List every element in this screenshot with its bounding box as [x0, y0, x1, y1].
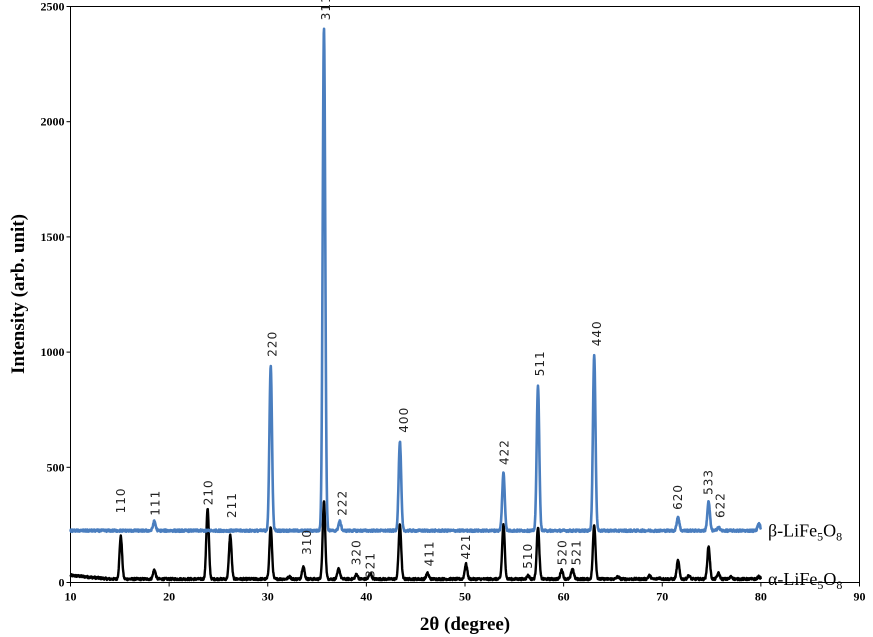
series-layer [69, 27, 763, 582]
series-label-part: α-LiFe [768, 569, 817, 589]
series-label-part: β-LiFe [768, 521, 817, 541]
x-axis-title: 2θ (degree) [420, 614, 510, 635]
series-line-1 [69, 500, 762, 582]
peak-label: 520 [556, 539, 570, 565]
plot-frame [70, 6, 860, 583]
series-label-part: O [823, 569, 836, 589]
peak-label: 400 [397, 407, 411, 433]
x-tick-label: 50 [459, 590, 471, 604]
peak-label: 320 [350, 539, 364, 565]
x-tick-label: 40 [360, 590, 372, 604]
x-tick-label: 90 [854, 590, 866, 604]
series-line-0 [69, 27, 763, 534]
y-tick-label: 0 [59, 576, 65, 590]
x-tick-label: 30 [262, 590, 274, 604]
y-tick-label: 1000 [41, 345, 65, 359]
peak-label: 422 [498, 439, 512, 465]
x-tick-label: 80 [755, 590, 767, 604]
series-label-part: O [823, 521, 836, 541]
peak-label: 210 [202, 479, 216, 505]
peak-label: 311 [319, 0, 333, 20]
peak-label: 411 [423, 540, 437, 566]
peak-label: 421 [459, 534, 473, 560]
x-tick-label: 60 [558, 590, 570, 604]
y-tick-label: 500 [47, 460, 65, 474]
y-axis: 0 500 1000 1500 2000 2500 [41, 0, 71, 590]
peak-label: 111 [148, 490, 162, 516]
peak-label: 222 [336, 490, 350, 516]
peak-label: 220 [266, 331, 280, 357]
y-axis-title: Intensity (arb. unit) [8, 214, 29, 374]
peak-label: 511 [533, 350, 547, 376]
series-label-part: 8 [836, 578, 842, 592]
y-tick-label: 2000 [41, 115, 65, 129]
x-axis: 10 20 30 40 50 60 70 80 90 [65, 582, 866, 604]
peak-label: 620 [671, 484, 685, 510]
y-tick-label: 2500 [41, 0, 65, 14]
peak-label: 440 [590, 320, 604, 346]
series-label-1: α-LiFe5O8 [768, 569, 842, 592]
peak-label: 622 [713, 492, 727, 518]
x-tick-label: 10 [65, 590, 77, 604]
x-tick-label: 20 [163, 590, 175, 604]
peak-label: 510 [521, 543, 535, 569]
peak-label: 310 [300, 529, 314, 555]
peak-label: 521 [569, 539, 583, 565]
peak-annotations: 110 111 210 211 220 310 311 222 320 321 400 411 421 4… [114, 0, 728, 578]
peak-label: 321 [363, 552, 377, 578]
peak-label: 110 [114, 487, 128, 513]
series-label-0: β-LiFe5O8 [768, 521, 842, 544]
peak-label: 211 [225, 492, 239, 518]
series-label-part: 5 [817, 578, 823, 592]
y-tick-label: 1500 [41, 230, 65, 244]
peak-label: 533 [702, 469, 716, 495]
series-label-part: 8 [836, 530, 842, 544]
series-label-part: 5 [817, 530, 823, 544]
x-tick-label: 70 [656, 590, 668, 604]
